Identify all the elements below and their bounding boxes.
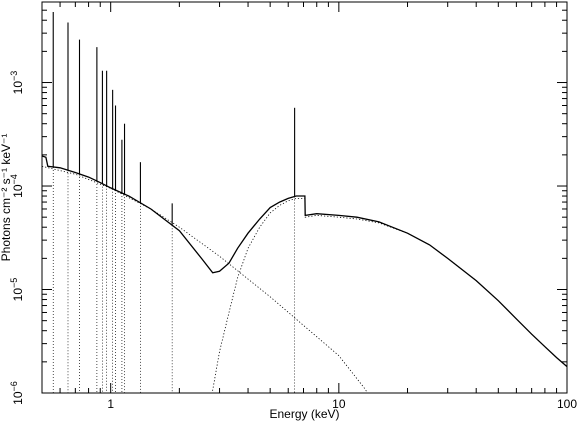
y-axis-label: Photons cm⁻² s⁻¹ keV⁻¹ (0, 134, 13, 262)
y-tick-label: 10−5 (9, 278, 25, 302)
series-line-2 (42, 165, 369, 393)
x-tick-label: 100 (557, 397, 577, 411)
series-line-1 (42, 155, 567, 368)
plot-content (42, 12, 567, 393)
y-tick-label: 10−6 (9, 381, 25, 405)
x-tick-label: 10 (332, 397, 346, 411)
plot-frame (41, 1, 568, 394)
tick-labels: 1 10 100 10−6 10−5 10−4 10−3 (9, 71, 577, 411)
axis-ticks (41, 1, 567, 394)
x-tick-label: 1 (107, 397, 114, 411)
y-tick-label: 10−4 (9, 174, 25, 198)
y-tick-label: 10−3 (9, 71, 25, 95)
series-line-3 (211, 198, 567, 393)
x-axis-label: Energy (keV) (269, 407, 339, 421)
plot-area (42, 12, 567, 393)
